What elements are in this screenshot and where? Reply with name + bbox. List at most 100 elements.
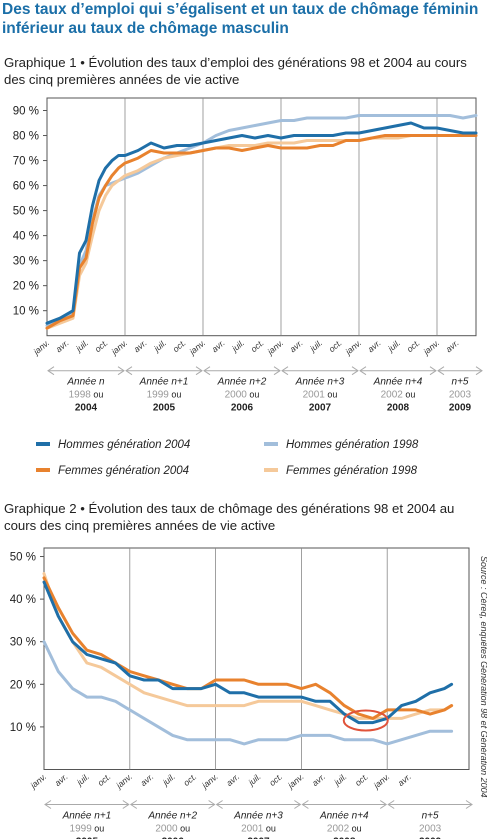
legend-label-femmes-generation-2004: Femmes génération 2004 xyxy=(58,465,189,477)
x-tick-label: janv. xyxy=(285,771,306,791)
year-2004-label: 2007 xyxy=(247,837,270,839)
year-bracket-arrow-left xyxy=(301,800,309,809)
year-bracket-arrow-right xyxy=(195,366,203,376)
x-tick-label: oct. xyxy=(353,771,370,788)
employment-chart: 10 % 20 % 30 % 40 % 50 % 60 % 70 % 80 % 90 % xyxy=(13,97,478,337)
x-tick-label: juil. xyxy=(385,338,402,355)
x-tick-label: oct. xyxy=(249,338,266,355)
year-bracket-arrow-left xyxy=(281,366,289,376)
year-bracket-arrow-right xyxy=(122,800,130,809)
x-tick-label: janv. xyxy=(109,338,130,358)
year-2004-label: 2008 xyxy=(387,403,410,414)
year-bracket-arrow-left xyxy=(125,366,133,376)
year-bracket-arrow-right xyxy=(475,366,483,376)
y-tick-label: 20 % xyxy=(13,281,39,293)
y-tick-label: 20 % xyxy=(10,679,36,691)
chart1-title: Graphique 1 • Évolution des taux d’emplo… xyxy=(4,55,467,87)
unemployment-chart: 10 % 20 % 30 % 40 % 50 % xyxy=(10,547,470,770)
x-tick-label: oct. xyxy=(327,338,344,355)
year-bracket-arrow-right xyxy=(465,800,473,809)
y-tick-label: 30 % xyxy=(13,256,39,268)
x-tick-label: janv. xyxy=(199,771,220,791)
x-tick-label: oct. xyxy=(181,771,198,788)
year-1998-label: 1999 ou xyxy=(70,824,105,835)
year-bracket-arrow-left xyxy=(215,800,223,809)
x-tick-label: juil. xyxy=(332,771,349,788)
x-tick-label: janv. xyxy=(421,338,442,358)
x-tick-label: janv. xyxy=(28,771,49,791)
y-tick-label: 40 % xyxy=(13,231,39,243)
year-group-label: n+5 xyxy=(452,377,469,388)
year-bracket-arrow-right xyxy=(117,366,125,376)
year-bracket-arrow-right xyxy=(429,366,437,376)
year-1998-label: 2000 ou xyxy=(225,390,260,401)
year-bracket-arrow-left xyxy=(129,800,138,809)
year-group-label: Année n+2 xyxy=(217,377,267,388)
x-tick-label: janv. xyxy=(31,338,52,358)
x-tick-label: avr. xyxy=(54,338,71,355)
year-group-label: Année n+1 xyxy=(62,811,112,822)
year-1998-label: 2003 xyxy=(419,824,442,835)
y-tick-label: 10 % xyxy=(10,722,36,734)
series-line-hommes-generation-1998 xyxy=(42,640,454,746)
source-note: Source : Céreq, enquêtes Génération 98 e… xyxy=(479,556,487,798)
year-bracket-arrow-right xyxy=(351,366,359,376)
series-line-femmes-generation-1998 xyxy=(45,134,478,330)
x-tick-label: avr. xyxy=(224,771,241,788)
year-2004-label: 2007 xyxy=(309,403,332,414)
year-2004-label: 2009 xyxy=(449,403,472,414)
legend-label-femmes-generation-1998: Femmes génération 1998 xyxy=(286,465,418,477)
y-tick-label: 80 % xyxy=(13,131,39,143)
year-bracket-arrow-right xyxy=(379,800,388,809)
year-2004-label: 2005 xyxy=(76,837,99,839)
x-tick-label: oct. xyxy=(171,338,188,355)
year-1998-label: 2003 xyxy=(449,390,472,401)
x-tick-label: avr. xyxy=(132,338,149,355)
x-tick-label: avr. xyxy=(288,338,305,355)
y-tick-label: 70 % xyxy=(13,156,39,168)
x-tick-label: avr. xyxy=(210,338,227,355)
x-tick-label: janv. xyxy=(343,338,364,358)
year-group-label: Année n xyxy=(66,377,105,388)
unemployment-chart-x-axis: janv. avr. juil. oct. janv. avr. juil. oct. janv… xyxy=(28,771,473,839)
plot-frame xyxy=(43,547,470,770)
x-tick-label: avr. xyxy=(444,338,461,355)
chart2-title: Graphique 2 • Évolution des taux de chôm… xyxy=(4,501,455,533)
year-group-label: n+5 xyxy=(422,811,439,822)
y-tick-label: 90 % xyxy=(13,106,39,118)
x-tick-label: janv. xyxy=(187,338,208,358)
y-tick-label: 60 % xyxy=(13,181,39,193)
year-bracket-arrow-left xyxy=(437,366,445,376)
x-tick-label: avr. xyxy=(396,771,413,788)
year-bracket-arrow-left xyxy=(387,800,395,809)
year-1998-label: 2001 ou xyxy=(241,824,276,835)
year-2004-label: 2006 xyxy=(162,837,185,839)
y-tick-label: 10 % xyxy=(13,306,39,318)
year-1998-label: 2002 ou xyxy=(327,824,362,835)
year-bracket-arrow-left xyxy=(203,366,211,376)
plot-frame xyxy=(46,97,477,337)
x-tick-label: avr. xyxy=(310,771,327,788)
page-title: Des taux d’emploi qui s’égalisent et un … xyxy=(2,1,479,37)
year-group-label: Année n+4 xyxy=(373,377,423,388)
series-line-hommes-generation-2004 xyxy=(42,580,454,725)
year-bracket-arrow-right xyxy=(294,800,302,809)
year-group-label: Année n+2 xyxy=(147,811,197,822)
series-line-femmes-generation-1998 xyxy=(42,572,454,720)
series-line-hommes-generation-2004 xyxy=(45,121,478,325)
year-bracket-arrow-right xyxy=(273,366,281,376)
year-bracket-arrow-left xyxy=(47,366,55,376)
y-tick-label: 50 % xyxy=(13,206,39,218)
x-tick-label: avr. xyxy=(53,771,70,788)
year-1998-label: 2001 ou xyxy=(303,390,338,401)
year-2004-label: 2008 xyxy=(333,837,356,839)
year-1998-label: 2002 ou xyxy=(381,390,416,401)
year-2004-label: 2004 xyxy=(75,403,98,414)
x-tick-label: juil. xyxy=(307,338,324,355)
x-tick-label: juil. xyxy=(160,771,177,788)
year-1998-label: 1998 ou xyxy=(69,390,104,401)
x-tick-label: oct. xyxy=(96,771,113,788)
x-tick-label: janv. xyxy=(113,771,134,791)
year-bracket-arrow-left xyxy=(44,800,52,809)
